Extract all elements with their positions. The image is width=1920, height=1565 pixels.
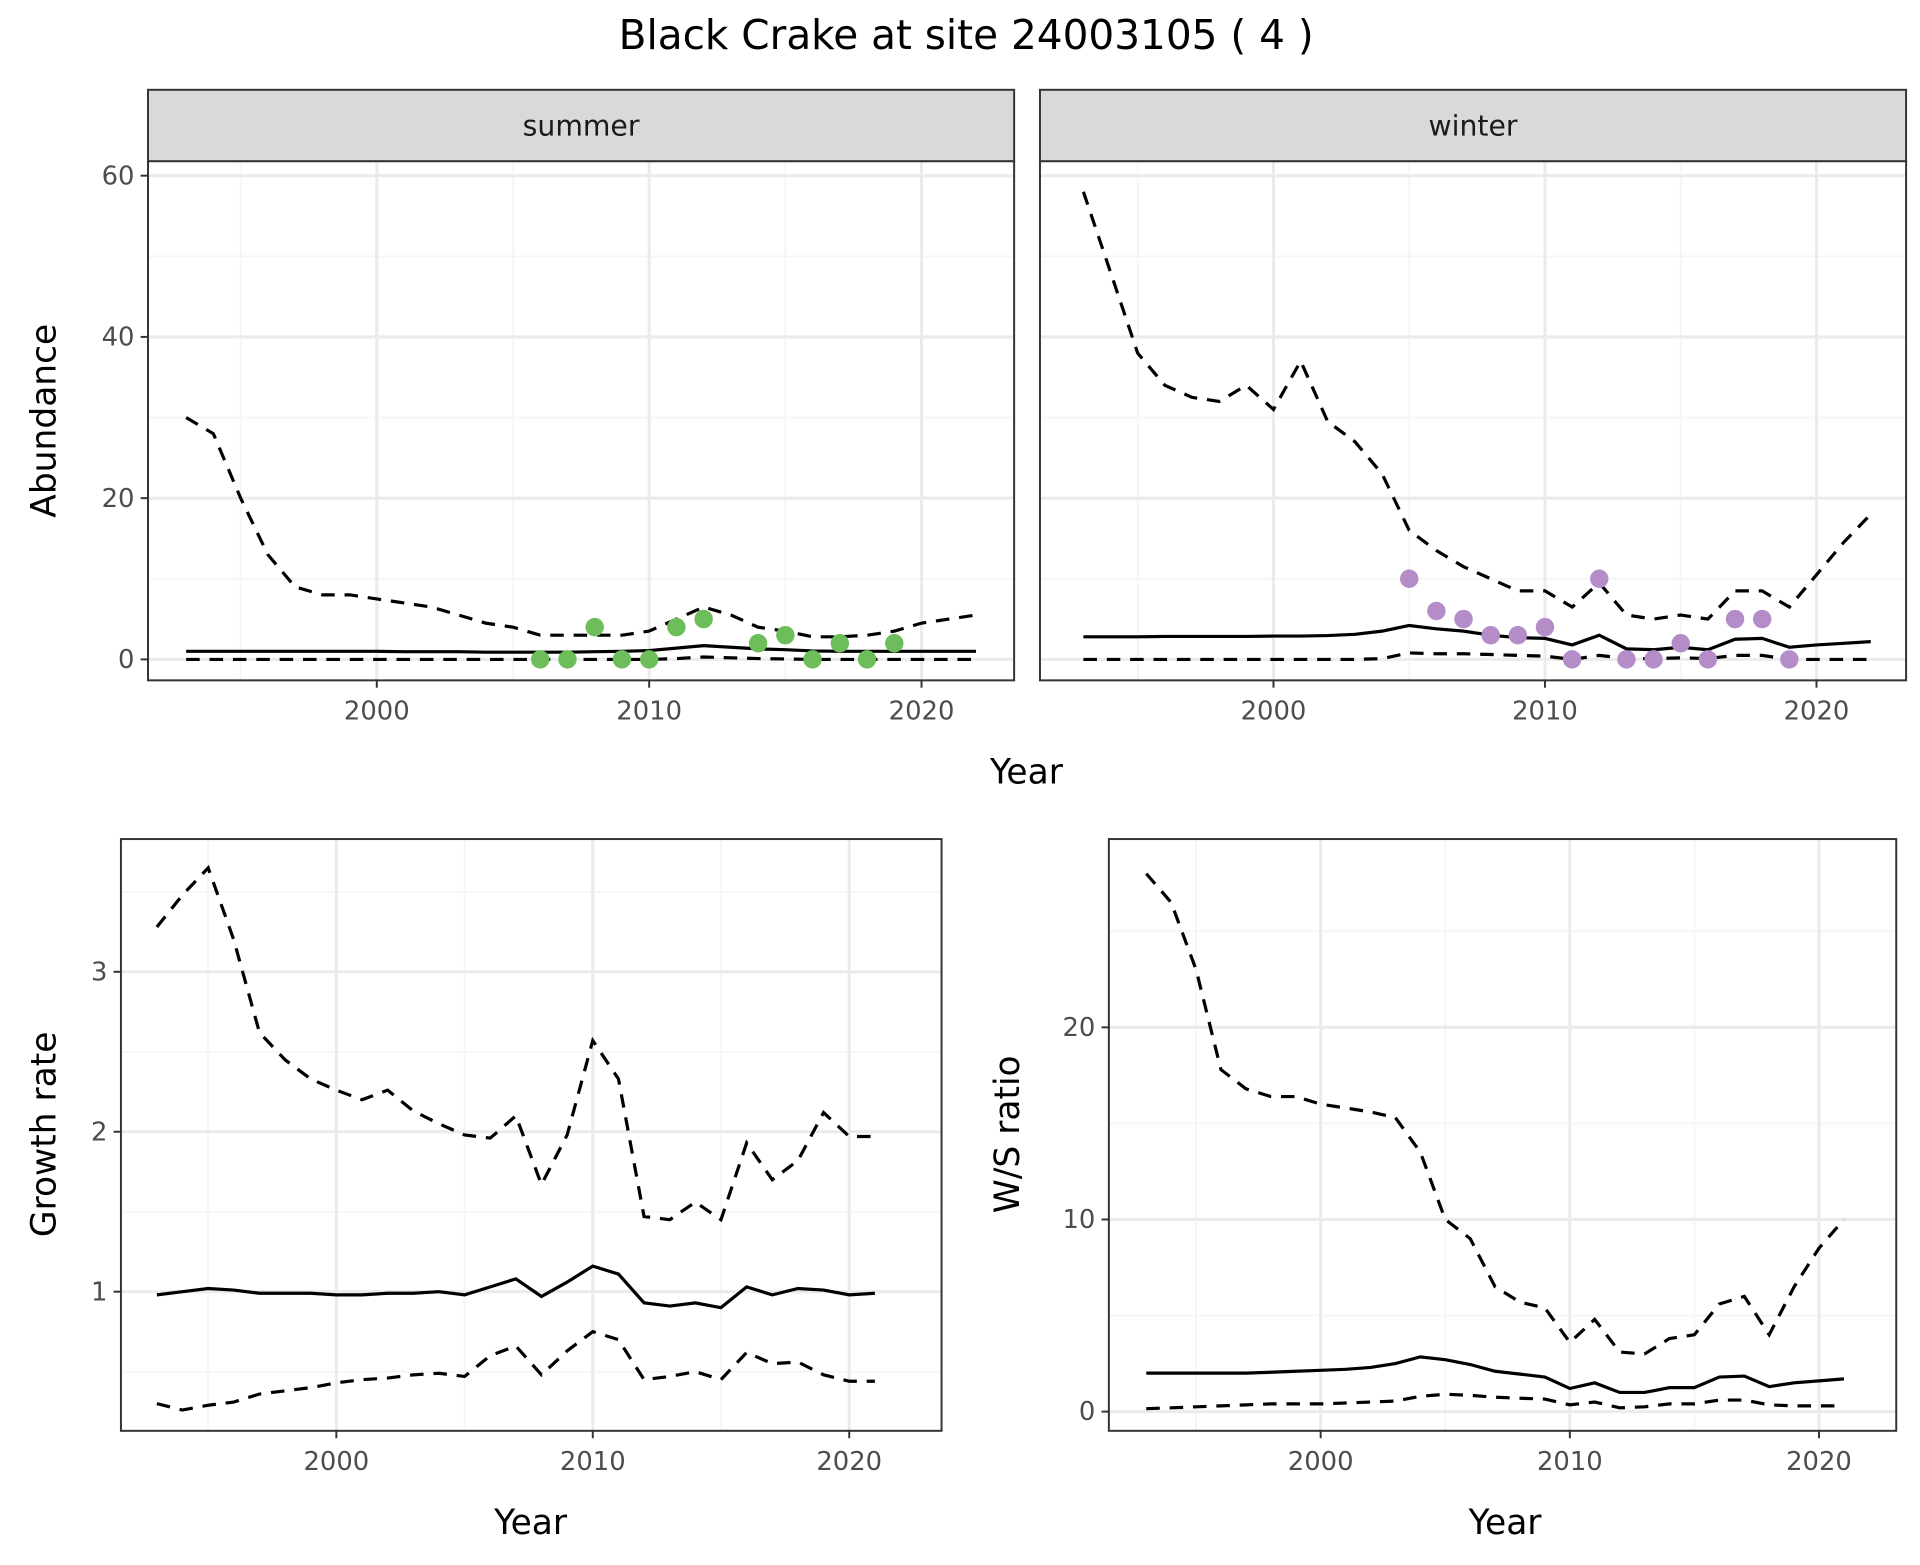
plot-background xyxy=(1039,161,1907,681)
data-point xyxy=(1617,650,1636,669)
x-tick-label: 2000 xyxy=(344,697,410,727)
y-axis-title: Growth rate xyxy=(25,1032,65,1238)
x-tick-label: 2020 xyxy=(889,697,955,727)
panel-border xyxy=(119,838,943,1432)
y-tick-label: 3 xyxy=(91,957,107,987)
mean-line xyxy=(1083,623,1871,652)
panel-winter: 2000 2010 2020 winter xyxy=(1038,88,1908,727)
x-axis-title: Year xyxy=(1468,1503,1543,1543)
plot-background xyxy=(1108,839,1897,1431)
y-tick-label: 2 xyxy=(91,1117,107,1147)
plot-background xyxy=(120,839,942,1431)
data-point xyxy=(885,634,904,653)
data-point xyxy=(1590,569,1609,588)
x-tick-label: 2010 xyxy=(560,1447,626,1477)
upper-ci-line xyxy=(1081,191,1872,621)
y-tick-label: 0 xyxy=(1079,1397,1095,1427)
x-tick-label: 2020 xyxy=(1784,697,1850,727)
plot-background xyxy=(148,161,1015,681)
data-point xyxy=(694,609,713,629)
lower-ci-line xyxy=(156,1329,875,1412)
y-tick-label: 0 xyxy=(118,645,134,675)
y-tick-label: 20 xyxy=(1062,1013,1095,1043)
data-point xyxy=(1535,617,1555,637)
data-point xyxy=(667,617,686,637)
data-point xyxy=(1508,625,1528,645)
x-tick-label: 2010 xyxy=(1537,1447,1603,1477)
chart-title: Black Crake at site 24003105 ( 4 ) xyxy=(619,11,1314,59)
facet-strip xyxy=(1038,88,1908,163)
y-axis-title: W/S ratio xyxy=(988,1055,1028,1213)
data-point xyxy=(1725,609,1745,629)
panel-border xyxy=(1107,838,1898,1432)
y-tick-label: 60 xyxy=(102,161,135,191)
y-tick-label: 40 xyxy=(102,323,135,353)
panel-ws-ratio: 2000 2010 2020 0 10 20 xyxy=(1062,838,1898,1477)
facet-strip-label: summer xyxy=(523,109,640,142)
x-tick-label: 2000 xyxy=(1288,1447,1354,1477)
lower-ci-line xyxy=(186,655,976,662)
panel-growth: 2000 2010 2020 1 2 3 xyxy=(91,838,943,1477)
panel-summer: 2000 2010 2020 0 20 40 60 summer xyxy=(102,88,1016,727)
x-tick-label: 2020 xyxy=(1786,1447,1852,1477)
data-point xyxy=(1399,569,1419,588)
facet-strip-label: winter xyxy=(1429,109,1518,142)
x-axis-title: Year xyxy=(493,1503,568,1543)
data-point xyxy=(803,650,822,669)
data-point xyxy=(1671,634,1690,653)
x-tick-label: 2000 xyxy=(1241,697,1307,727)
data-point xyxy=(776,625,795,645)
data-point xyxy=(639,650,659,669)
x-tick-label: 2000 xyxy=(303,1447,369,1477)
y-tick-label: 20 xyxy=(102,484,135,514)
facet-strip xyxy=(147,88,1016,163)
data-point xyxy=(857,650,877,669)
data-point xyxy=(612,650,632,669)
data-point xyxy=(1427,601,1446,621)
y-tick-label: 10 xyxy=(1062,1205,1095,1235)
data-point xyxy=(1698,650,1718,669)
data-point xyxy=(1454,609,1473,629)
x-tick-label: 2010 xyxy=(616,697,682,727)
x-tick-label: 2020 xyxy=(816,1447,882,1477)
data-point xyxy=(1780,650,1799,669)
data-point xyxy=(1562,650,1582,669)
data-point xyxy=(1752,609,1772,629)
mean-line xyxy=(186,644,976,654)
x-tick-label: 2010 xyxy=(1512,697,1578,727)
lower-ci-line xyxy=(1083,651,1871,662)
y-axis-title: Abundance xyxy=(25,324,65,518)
mean-line xyxy=(156,1264,875,1310)
y-tick-label: 1 xyxy=(91,1277,107,1307)
data-point xyxy=(585,617,604,637)
upper-ci-line xyxy=(1145,872,1846,1356)
data-point xyxy=(530,650,550,669)
data-point xyxy=(1481,625,1500,645)
data-point xyxy=(558,650,577,669)
data-point xyxy=(1644,650,1663,669)
data-point xyxy=(830,634,850,653)
upper-ci-line xyxy=(155,864,875,1223)
mean-line xyxy=(1146,1355,1845,1395)
x-axis-title: Year xyxy=(989,753,1064,793)
data-point xyxy=(748,634,768,653)
